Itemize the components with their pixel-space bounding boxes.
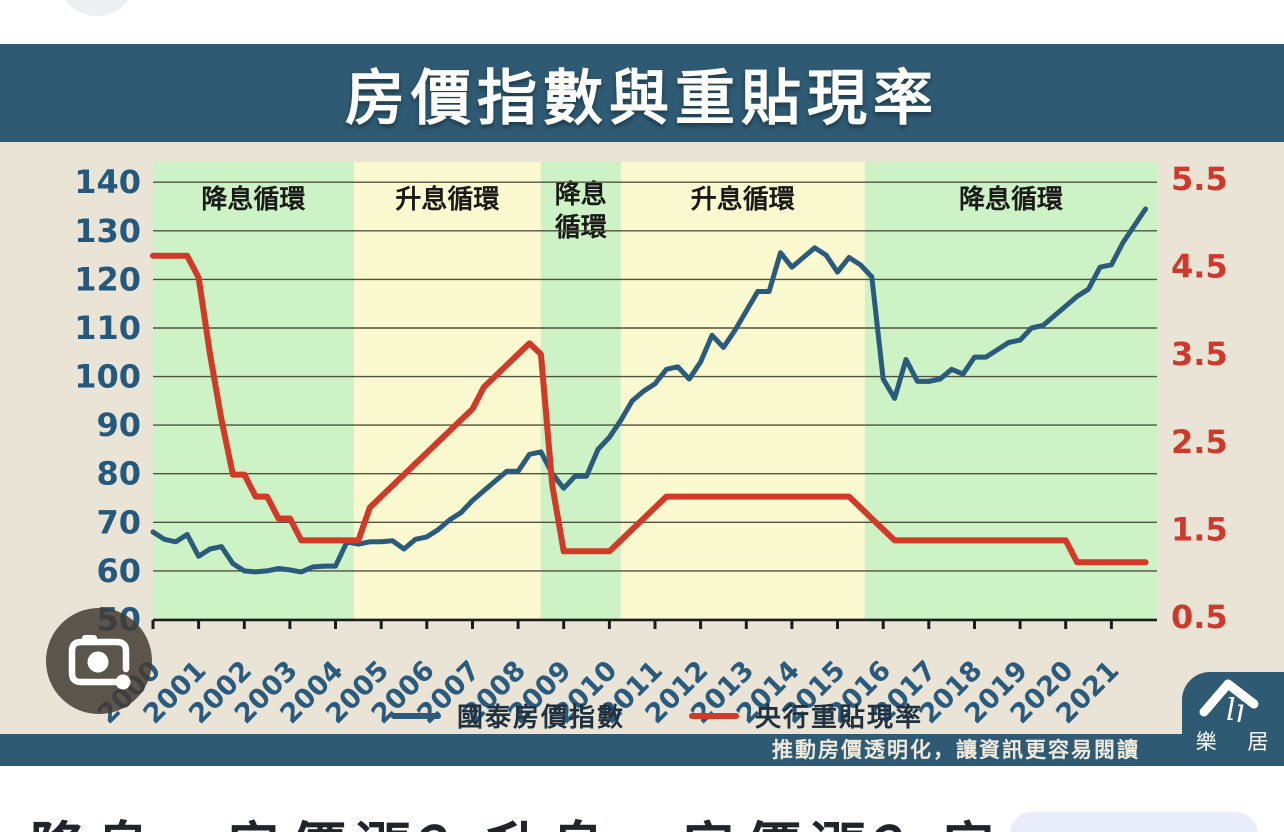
right-axis-label: 3.5 (1171, 335, 1228, 373)
right-axis-label: 4.5 (1171, 248, 1228, 286)
band-label: 升息循環 (691, 184, 796, 215)
footer-tagline: 推動房價透明化，讓資訊更容易閱讀 (772, 738, 1140, 762)
leju-logo-icon: lj (1199, 679, 1259, 728)
bottom-caption-cutoff: 降息，房價漲？升息，房價漲？房價 (30, 804, 1070, 832)
left-axis-label: 80 (96, 455, 141, 493)
lens-result-pill[interactable] (1010, 812, 1258, 832)
rediscount-rate-legend-swatch (689, 712, 739, 719)
chart-legend: 國泰房價指數 央行重貼現率 (0, 697, 1284, 734)
svg-text:lj: lj (1226, 693, 1245, 722)
housing-index-line (150, 206, 1149, 575)
left-axis-label: 110 (74, 309, 141, 347)
cycle-band-yellow (620, 162, 865, 620)
left-axis-label: 60 (96, 552, 141, 590)
right-axis-label: 2.5 (1171, 423, 1228, 461)
rediscount-rate-legend-label: 央行重貼現率 (755, 703, 924, 733)
cycle-band-green (864, 162, 1157, 620)
footer-strip: 推動房價透明化，讓資訊更容易閱讀 (0, 734, 1284, 766)
left-axis-label: 70 (96, 503, 141, 541)
cycle-band-green (153, 162, 354, 620)
lens-camera-button[interactable] (46, 608, 152, 714)
camera-icon (68, 635, 131, 690)
leju-logo-block: lj 樂 居 (1182, 672, 1284, 766)
left-axis-label: 120 (74, 260, 141, 298)
right-axis-label: 0.5 (1171, 598, 1228, 636)
legend-item-housing-index: 國泰房價指數 (390, 697, 625, 734)
left-axis-label: 100 (74, 358, 141, 396)
band-label: 升息循環 (395, 184, 500, 215)
page-title: 房價指數與重貼現率 (345, 63, 939, 134)
rediscount-rate-line (150, 252, 1149, 566)
cycle-band-green (540, 162, 621, 620)
right-axis-label: 5.5 (1171, 160, 1228, 198)
title-banner: 房價指數與重貼現率 (0, 44, 1284, 142)
right-axis-label: 1.5 (1171, 510, 1228, 548)
housing-index-legend-label: 國泰房價指數 (456, 703, 625, 733)
leju-logo-text: 樂 居 (1195, 730, 1281, 754)
left-axis-label: 130 (74, 212, 141, 250)
band-label: 降息循環 (555, 179, 608, 243)
left-axis-label: 140 (74, 163, 141, 201)
band-label: 降息循環 (201, 184, 306, 215)
legend-item-rediscount-rate: 央行重貼現率 (689, 697, 923, 734)
band-label: 降息循環 (959, 184, 1064, 215)
left-axis-label: 90 (96, 406, 141, 444)
housing-index-legend-swatch (390, 712, 441, 719)
